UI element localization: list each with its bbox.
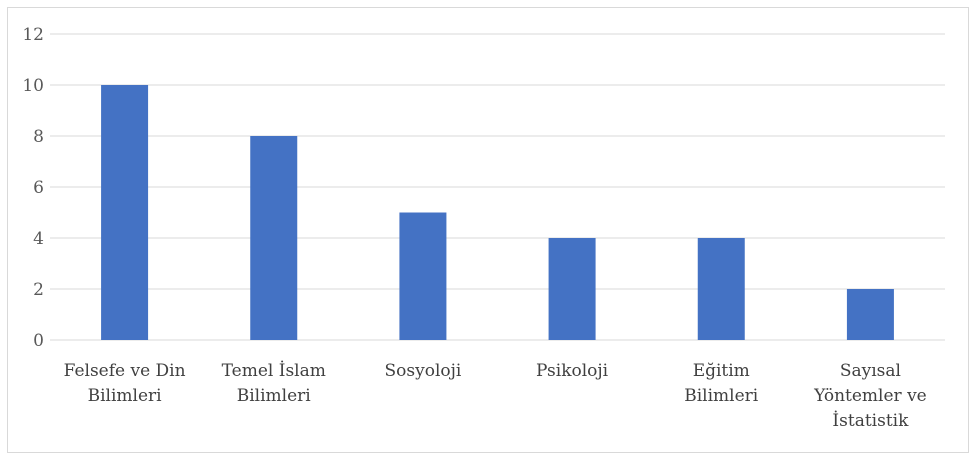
x-category-label-line: Bilimleri [237, 386, 312, 406]
x-category-label-line: Eğitim [693, 361, 750, 381]
x-category-label-line: Sosyoloji [385, 361, 462, 381]
bar-2 [399, 212, 447, 340]
chart-frame [7, 7, 969, 453]
x-category-label: Eğitim Bilimleri [684, 361, 759, 406]
x-category-label-line: Psikoloji [536, 361, 609, 381]
x-category-label-line: Bilimleri [88, 386, 163, 406]
x-category-label-line: İstatistik [832, 410, 909, 431]
x-category-label-line: Sayısal [840, 361, 901, 381]
y-tick-label: 4 [33, 229, 44, 249]
y-tick-label: 12 [22, 25, 44, 45]
x-category-label-line: Temel İslam [222, 360, 326, 381]
y-axis-ticks: 0 2 4 6 8 10 12 [22, 25, 44, 351]
bar-4 [697, 238, 745, 340]
bars [101, 85, 894, 340]
x-category-label: Sayısal Yöntemler ve İstatistik [813, 361, 927, 431]
x-axis-labels: Felsefe ve Din Bilimleri Temel İslam Biliml… [64, 360, 927, 431]
x-category-label: Temel İslam Bilimleri [222, 360, 326, 406]
bar-5 [846, 289, 894, 340]
y-tick-label: 2 [33, 280, 44, 300]
x-category-label-line: Felsefe ve Din [64, 361, 186, 381]
x-category-label: Psikoloji [536, 361, 609, 381]
y-tick-label: 0 [33, 331, 44, 351]
x-category-label: Felsefe ve Din Bilimleri [64, 361, 186, 406]
bar-0 [101, 85, 149, 340]
x-category-label-line: Bilimleri [684, 386, 759, 406]
x-category-label: Sosyoloji [385, 361, 462, 381]
y-tick-label: 8 [33, 127, 44, 147]
bar-3 [548, 238, 596, 340]
x-category-label-line: Yöntemler ve [813, 386, 927, 406]
y-tick-label: 6 [33, 178, 44, 198]
gridlines [50, 33, 945, 341]
bar-1 [250, 136, 298, 340]
y-tick-label: 10 [22, 76, 44, 96]
